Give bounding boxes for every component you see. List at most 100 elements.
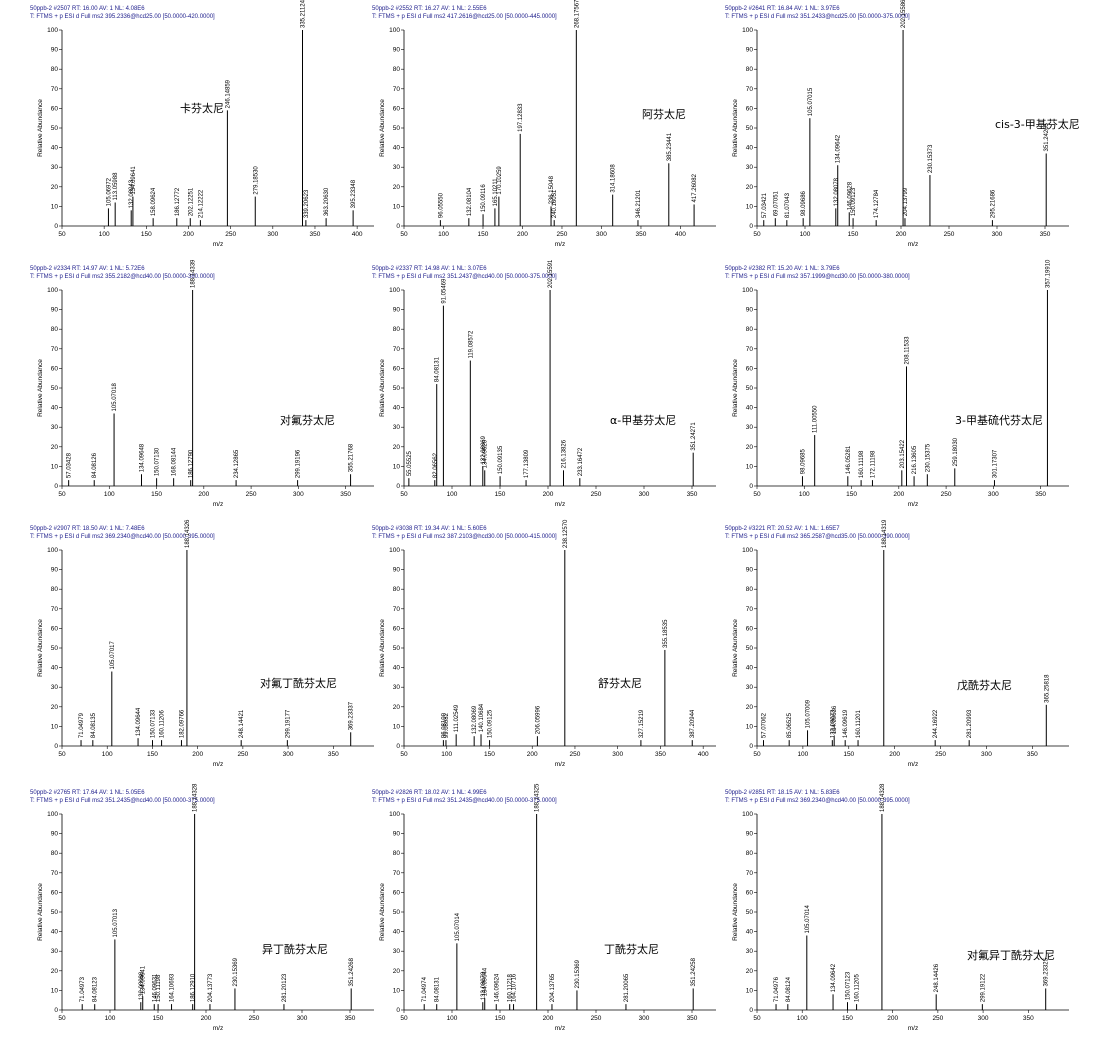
spectrum-panel: 50ppb-2 #2826 RT: 18.02 AV: 1 NL: 4.99E6… bbox=[372, 783, 732, 1040]
peak-label: 301.17307 bbox=[992, 449, 998, 478]
x-tick-label: 50 bbox=[58, 751, 66, 758]
y-tick-label: 50 bbox=[393, 385, 401, 392]
peak-label: 146.09619 bbox=[843, 709, 849, 738]
y-tick-label: 70 bbox=[51, 606, 59, 613]
x-tick-label: 250 bbox=[941, 491, 952, 498]
y-tick-label: 100 bbox=[47, 287, 58, 294]
peak-label: 204.13765 bbox=[550, 973, 556, 1002]
peak-label: 158.09624 bbox=[151, 187, 157, 216]
peak-label: 150.09135 bbox=[498, 445, 504, 474]
spectrum-panel: 50ppb-2 #2552 RT: 16.27 AV: 1 NL: 2.55E6… bbox=[372, 0, 732, 256]
peak-label: 233.16472 bbox=[578, 447, 584, 476]
x-tick-label: 100 bbox=[447, 1015, 458, 1022]
peak-label: 314.18608 bbox=[611, 164, 617, 193]
y-tick-label: 20 bbox=[393, 444, 401, 451]
peak-label: 177.13809 bbox=[524, 449, 530, 478]
y-tick-label: 100 bbox=[742, 27, 753, 34]
peak-label: 84.08126 bbox=[92, 452, 98, 478]
mass-spectrum-chart: 0 10 20 30 40 50 60 70 80 90 100 50 100 150 200 250 300 3… bbox=[732, 259, 1069, 508]
y-tick-label: 60 bbox=[393, 889, 401, 896]
peak-label: 230.15369 bbox=[575, 959, 581, 988]
y-tick-label: 90 bbox=[393, 47, 401, 54]
compound-name: 对氟异丁酰芬太尼 bbox=[967, 948, 1055, 962]
x-axis-title: m/z bbox=[908, 761, 918, 768]
y-tick-label: 50 bbox=[393, 645, 401, 652]
y-tick-label: 100 bbox=[47, 547, 58, 554]
y-axis-title: Relative Abundance bbox=[379, 619, 386, 677]
peak-label: 346.21201 bbox=[636, 189, 642, 218]
peak-label: 188.14319 bbox=[882, 519, 888, 548]
x-tick-label: 50 bbox=[753, 231, 761, 238]
y-tick-label: 60 bbox=[51, 365, 59, 372]
peak-label: 168.08144 bbox=[172, 447, 178, 476]
peak-label: 299.19196 bbox=[296, 449, 302, 478]
x-tick-label: 150 bbox=[141, 231, 152, 238]
x-tick-label: 250 bbox=[591, 1015, 602, 1022]
y-tick-label: 0 bbox=[54, 743, 58, 750]
x-axis-title: m/z bbox=[555, 501, 565, 508]
y-axis-title: Relative Abundance bbox=[732, 359, 739, 417]
mass-spectrum-chart: 0 10 20 30 40 50 60 70 80 90 100 50 100 150 200 250 300 3… bbox=[379, 519, 716, 768]
y-tick-label: 50 bbox=[51, 125, 59, 132]
y-tick-label: 80 bbox=[393, 326, 401, 333]
y-tick-label: 30 bbox=[746, 948, 754, 955]
x-tick-label: 150 bbox=[848, 231, 859, 238]
x-tick-label: 100 bbox=[438, 231, 449, 238]
spectrum-panel: 50ppb-2 #2641 RT: 16.84 AV: 1 NL: 3.97E6… bbox=[725, 0, 1085, 256]
x-tick-label: 200 bbox=[543, 1015, 554, 1022]
peak-label: 132.08080 bbox=[139, 971, 145, 1000]
y-tick-label: 20 bbox=[746, 968, 754, 975]
y-tick-label: 80 bbox=[51, 326, 59, 333]
peak-label: 160.11201 bbox=[856, 710, 862, 739]
peak-label: 132.08078 bbox=[834, 177, 840, 206]
y-tick-label: 60 bbox=[746, 889, 754, 896]
peak-label: 188.14328 bbox=[880, 783, 886, 812]
mass-spectrum-chart: 0 10 20 30 40 50 60 70 80 90 100 50 100 150 200 250 300 3… bbox=[732, 519, 1069, 768]
peak-label: 134.09641 bbox=[141, 965, 147, 994]
peak-label: 132.08043 bbox=[129, 179, 135, 208]
compound-name: 卡芬太尼 bbox=[180, 102, 224, 115]
peak-label: 134.09642 bbox=[831, 963, 837, 992]
y-tick-label: 50 bbox=[393, 125, 401, 132]
x-tick-label: 300 bbox=[283, 751, 294, 758]
y-tick-label: 80 bbox=[746, 850, 754, 857]
y-tick-label: 40 bbox=[746, 145, 754, 152]
x-tick-label: 150 bbox=[151, 491, 162, 498]
y-tick-label: 80 bbox=[51, 66, 59, 73]
y-tick-label: 40 bbox=[746, 665, 754, 672]
peak-label: 369.23325 bbox=[1044, 957, 1050, 986]
peak-label: 91.05469 bbox=[441, 278, 447, 304]
y-tick-label: 20 bbox=[393, 184, 401, 191]
y-tick-label: 10 bbox=[51, 203, 59, 210]
peak-label: 134.09620 bbox=[483, 439, 489, 468]
x-tick-label: 100 bbox=[441, 751, 452, 758]
peak-label: 351.24271 bbox=[691, 422, 697, 451]
x-tick-label: 250 bbox=[570, 751, 581, 758]
mass-spectrum-chart: 0 10 20 30 40 50 60 70 80 90 100 50 100 150 200 250 300 3… bbox=[732, 0, 1080, 248]
x-tick-label: 150 bbox=[842, 1015, 853, 1022]
x-tick-label: 150 bbox=[478, 231, 489, 238]
compound-name: cis-3-甲基芬太尼 bbox=[995, 118, 1080, 131]
peak-label: 327.15219 bbox=[639, 709, 645, 738]
y-tick-label: 20 bbox=[51, 704, 59, 711]
y-tick-label: 30 bbox=[51, 684, 59, 691]
peak-label: 281.20993 bbox=[967, 709, 973, 738]
peak-label: 355.21768 bbox=[349, 443, 355, 472]
x-tick-label: 250 bbox=[237, 751, 248, 758]
x-tick-label: 300 bbox=[639, 1015, 650, 1022]
y-tick-label: 80 bbox=[51, 586, 59, 593]
y-tick-label: 10 bbox=[746, 723, 754, 730]
peak-label: 55.05525 bbox=[407, 450, 413, 476]
peak-label: 335.21124 bbox=[301, 0, 307, 28]
mass-spectrum-chart: 0 10 20 30 40 50 60 70 80 90 100 50 100 150 200 250 300 3… bbox=[37, 259, 374, 508]
y-tick-label: 10 bbox=[393, 987, 401, 994]
x-tick-label: 300 bbox=[612, 751, 623, 758]
scan-header: 50ppb-2 #2507 RT: 16.00 AV: 1 NL: 4.08E6 bbox=[30, 6, 145, 12]
peak-label: 105.06972 bbox=[106, 177, 112, 206]
y-tick-label: 30 bbox=[746, 424, 754, 431]
x-tick-label: 350 bbox=[636, 231, 647, 238]
filter-header: T: FTMS + p ESI d Full ms2 355.2182@hcd4… bbox=[30, 274, 215, 280]
x-tick-label: 250 bbox=[944, 231, 955, 238]
x-tick-label: 200 bbox=[201, 1015, 212, 1022]
